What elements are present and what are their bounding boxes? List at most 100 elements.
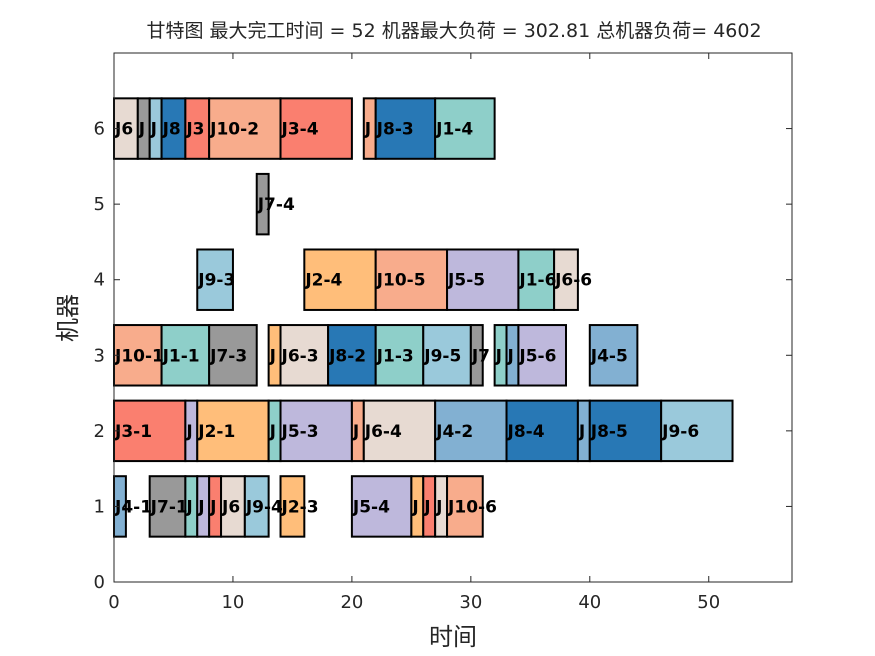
plot-frame	[113, 52, 793, 583]
y-axis: 0 1 2 3 4 5 6	[94, 119, 792, 593]
task-label: J7-4	[257, 195, 295, 215]
task-bar	[660, 399, 734, 463]
task-label: J8-5	[590, 422, 628, 442]
task-bar	[374, 248, 449, 311]
chart-title: 甘特图 最大完工时间 = 52 机器最大负荷 = 302.81 总机器负荷= 4…	[146, 20, 761, 42]
task-bar	[279, 97, 353, 160]
task-label: J6-4	[364, 422, 402, 442]
task-label: J8-3	[376, 120, 414, 140]
task-label: J	[423, 497, 430, 517]
task-bar	[446, 475, 484, 538]
task-label: J	[364, 120, 371, 140]
y-tick-label: 0	[94, 572, 105, 593]
task-bar	[374, 324, 425, 387]
task-label: J7-3	[209, 346, 247, 366]
task-bar	[553, 248, 579, 311]
task-label: J7-1	[150, 497, 188, 517]
task-label: J	[197, 497, 204, 517]
task-label: J9-3	[197, 271, 235, 291]
task-bar	[208, 97, 282, 160]
task-bar	[113, 399, 187, 463]
task-label: J	[495, 346, 502, 366]
task-label: J5-5	[447, 271, 485, 291]
task-label: J6	[114, 120, 133, 140]
task-label: J	[352, 422, 359, 442]
task-bar	[196, 248, 234, 311]
task-label: J7	[471, 346, 490, 366]
task-bar	[279, 475, 306, 538]
task-label: J4-1	[114, 497, 152, 517]
task-bar	[362, 399, 437, 463]
task-label: J	[209, 497, 216, 517]
x-tick-label: 10	[221, 592, 244, 613]
task-label: J	[269, 422, 276, 442]
task-label: J	[150, 120, 157, 140]
y-tick-label: 2	[94, 421, 105, 442]
task-bar	[243, 475, 270, 538]
task-bar	[588, 324, 639, 387]
task-label: J	[269, 346, 276, 366]
task-label: J	[578, 422, 585, 442]
task-label: J4-2	[435, 422, 473, 442]
task-label: J6-6	[554, 271, 592, 291]
task-label: J	[185, 422, 192, 442]
y-axis-label: 机器	[54, 294, 82, 342]
task-label: J5-6	[518, 346, 556, 366]
x-tick-label: 50	[697, 592, 720, 613]
task-label: J4-5	[590, 346, 628, 366]
task-label: J8	[162, 120, 181, 140]
task-label: J	[507, 346, 514, 366]
task-label: J1-6	[518, 271, 556, 291]
task-label: J3	[185, 120, 204, 140]
y-tick-label: 5	[94, 194, 105, 215]
task-bar	[588, 399, 663, 463]
y-tick-label: 3	[94, 345, 105, 366]
task-bar	[434, 97, 496, 160]
task-label: J9-4	[245, 497, 283, 517]
task-label: J3-4	[281, 120, 319, 140]
task-bar	[196, 399, 270, 463]
task-bar	[208, 324, 258, 387]
task-bar	[148, 475, 187, 538]
task-bar	[469, 324, 484, 387]
task-label: J	[411, 497, 418, 517]
task-label: J	[435, 497, 442, 517]
task-label: J1-1	[162, 346, 200, 366]
y-tick-label: 4	[94, 270, 105, 291]
task-label: J5-3	[281, 422, 319, 442]
y-tick-label: 1	[94, 496, 105, 517]
y-tick-label: 6	[94, 119, 105, 140]
task-label: J1-4	[435, 120, 473, 140]
x-tick-label: 0	[108, 592, 119, 613]
task-label: J10-6	[447, 497, 497, 517]
task-label: J10-1	[114, 346, 164, 366]
task-bar	[517, 248, 556, 311]
task-bar	[279, 324, 330, 387]
task-label: J10-2	[209, 120, 259, 140]
task-label: J3-1	[114, 422, 152, 442]
task-labels-layer: J6 J J J8 J3 J10-2 J3-4 J J8-3 J1-4J7-4J9-3 J2-4 J1…	[114, 120, 699, 518]
task-label: J2-1	[197, 422, 235, 442]
task-bar	[255, 172, 270, 236]
task-label: J	[185, 497, 192, 517]
task-label: J6	[221, 497, 240, 517]
task-label: J9-5	[423, 346, 461, 366]
task-label: J8-2	[328, 346, 366, 366]
task-label: J6-3	[281, 346, 319, 366]
task-label: J	[138, 120, 145, 140]
x-tick-label: 30	[459, 592, 482, 613]
task-label: J5-4	[352, 497, 390, 517]
task-label: J1-3	[376, 346, 414, 366]
x-tick-label: 20	[340, 592, 363, 613]
x-tick-label: 40	[578, 592, 601, 613]
task-bar	[279, 399, 353, 463]
task-label: J2-3	[281, 497, 319, 517]
task-label: J2-4	[304, 271, 342, 291]
x-axis: 0 10 20 30 40 50	[108, 53, 720, 613]
x-axis-label: 时间	[429, 623, 477, 651]
tasks-layer	[113, 97, 734, 538]
task-bar	[327, 324, 377, 387]
task-label: J8-4	[507, 422, 545, 442]
task-label: J9-6	[661, 422, 699, 442]
